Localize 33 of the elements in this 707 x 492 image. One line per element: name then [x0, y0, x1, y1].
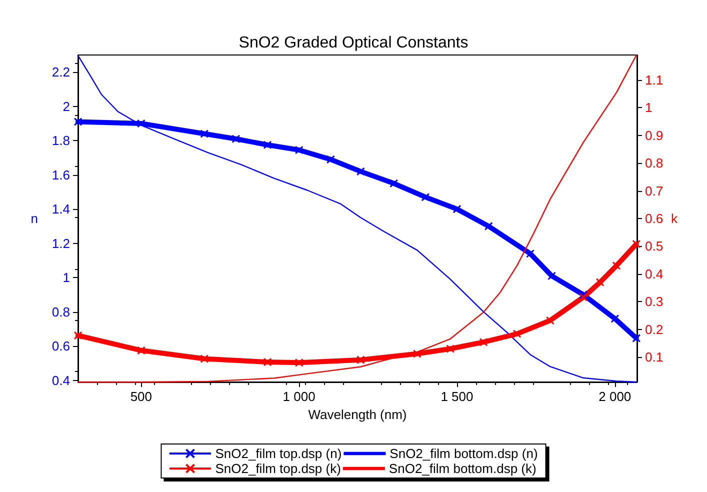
legend-label: SnO2_film top.dsp (n): [215, 446, 342, 461]
y2-tick-label: 0.3: [645, 294, 664, 310]
legend-label: SnO2_film bottom.dsp (n): [390, 446, 538, 461]
y2-tick-label: 0.6: [645, 211, 664, 226]
x-tick-label: 1 500: [440, 389, 474, 404]
y-tick-label: 0.6: [52, 338, 70, 354]
x-tick-label: 1 000: [282, 389, 316, 404]
legend-label: SnO2_film top.dsp (k): [215, 461, 341, 476]
y2-tick-label: 0.9: [645, 128, 664, 143]
chart-title: SnO2 Graded Optical Constants: [238, 34, 468, 52]
y2-tick-label: 1.1: [645, 72, 664, 88]
y2-tick-label: 0.2: [645, 322, 664, 337]
y-tick-label: 1.4: [52, 202, 70, 217]
y2-tick-label: 0.5: [645, 238, 664, 254]
y2-tick-label: 0.7: [645, 183, 664, 198]
y-tick-label: 1: [62, 270, 70, 286]
x-tick-label: 500: [130, 389, 152, 404]
y-tick-label: 2.2: [52, 64, 70, 80]
y2-tick-label: 1: [645, 100, 652, 116]
legend-label: SnO2_film bottom.dsp (k): [388, 461, 536, 476]
y-tick-label: 1.6: [52, 167, 70, 182]
y-tick-label: 0.8: [52, 304, 70, 320]
x-tick-label: 2 000: [598, 389, 632, 404]
y-axis-title: n: [30, 211, 38, 226]
y2-tick-label: 0.1: [645, 350, 664, 365]
x-axis-title: Wavelength (nm): [308, 406, 407, 422]
y2-axis-title: k: [671, 211, 678, 226]
y2-tick-label: 0.4: [645, 266, 664, 282]
y-tick-label: 1.8: [52, 133, 70, 148]
y-tick-label: 0.4: [52, 372, 70, 388]
y-tick-label: 1.2: [52, 236, 70, 251]
y2-tick-label: 0.8: [645, 156, 664, 171]
y-tick-label: 2: [62, 98, 70, 114]
